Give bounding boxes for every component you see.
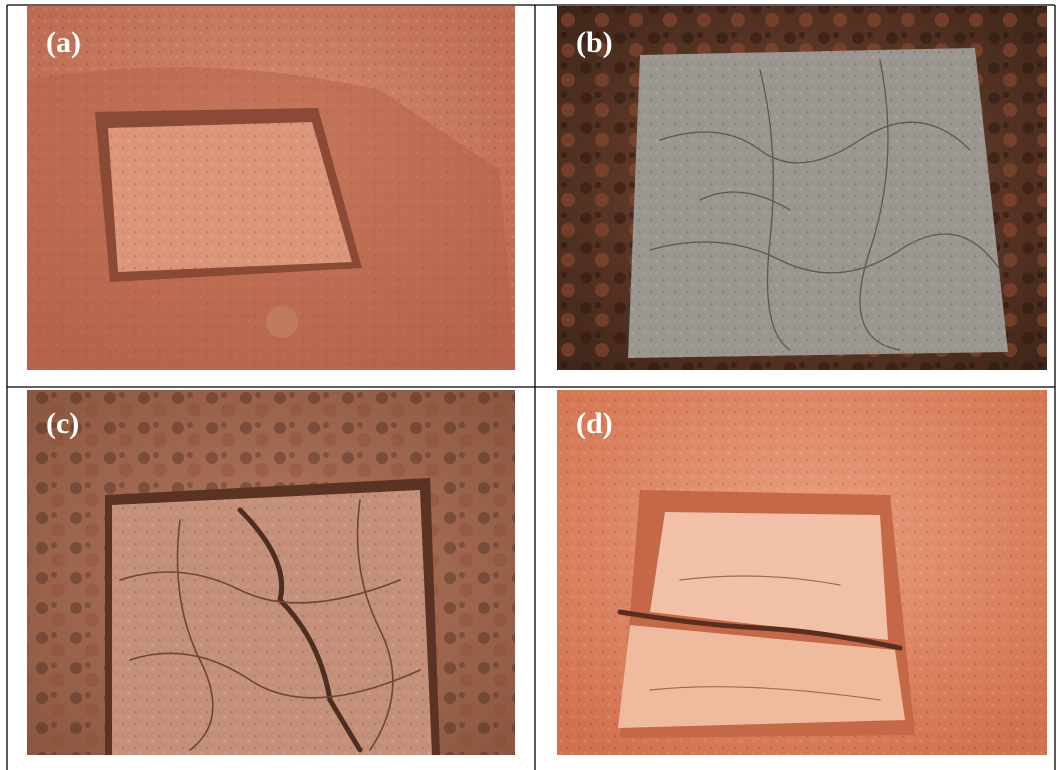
panel-label: (b) (576, 26, 613, 59)
photo-d (557, 390, 1047, 755)
photo-b (557, 6, 1047, 370)
panel-label: (d) (576, 407, 613, 440)
table-grid (6, 4, 1056, 770)
photo-c (27, 390, 515, 755)
photo-a (27, 6, 515, 370)
panel-label: (c) (46, 407, 79, 440)
panel-label: (a) (46, 26, 81, 59)
